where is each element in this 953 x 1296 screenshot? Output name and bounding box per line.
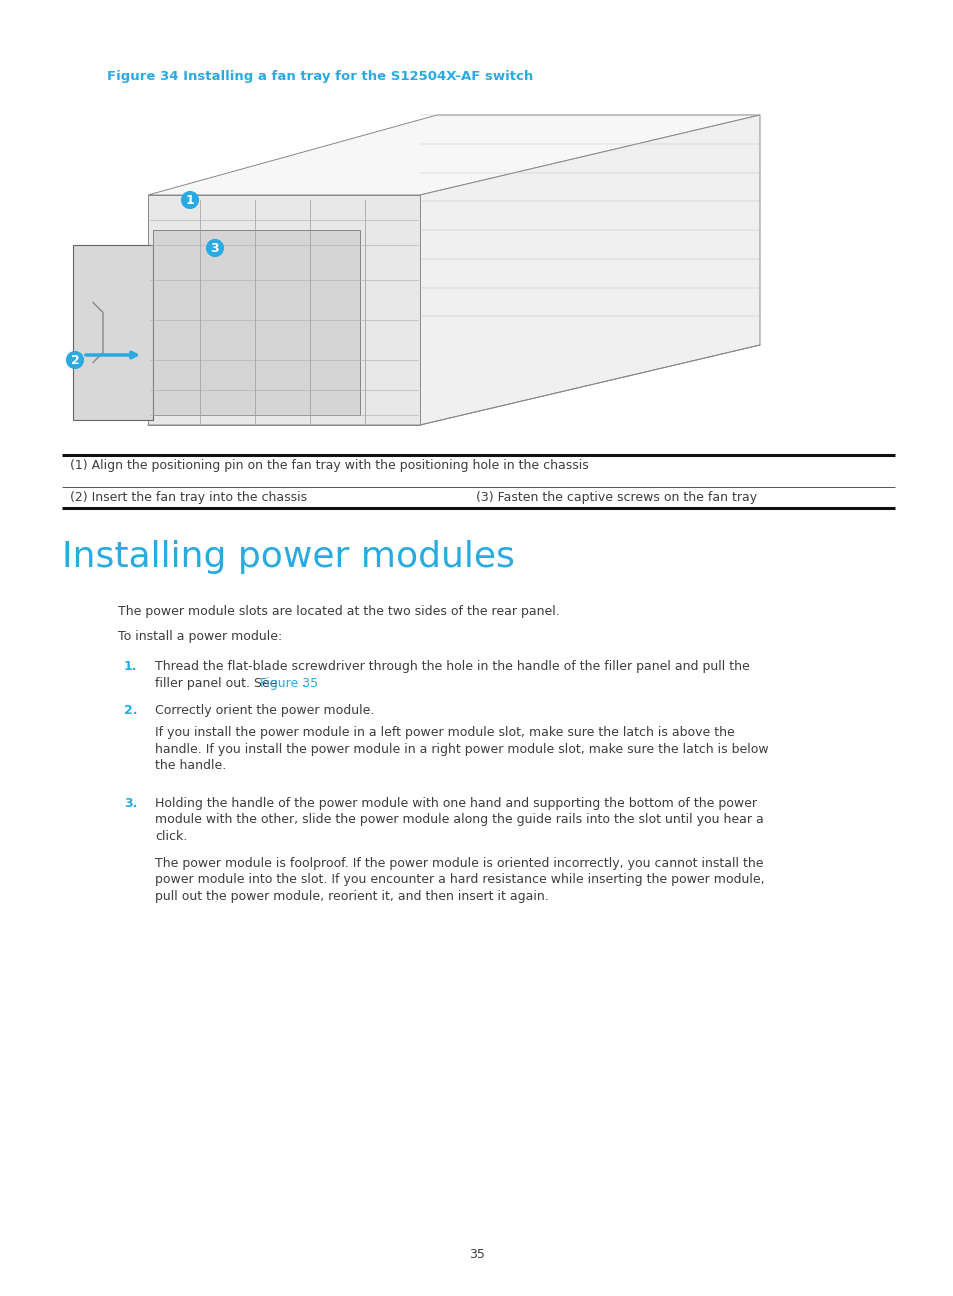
Text: Correctly orient the power module.: Correctly orient the power module. xyxy=(154,704,374,717)
Text: 3: 3 xyxy=(211,241,219,254)
Polygon shape xyxy=(419,115,760,425)
Text: 2: 2 xyxy=(71,354,79,367)
Text: 3.: 3. xyxy=(124,797,137,810)
Text: The power module slots are located at the two sides of the rear panel.: The power module slots are located at th… xyxy=(118,605,559,618)
Text: pull out the power module, reorient it, and then insert it again.: pull out the power module, reorient it, … xyxy=(154,890,548,903)
Text: click.: click. xyxy=(154,829,187,842)
Text: Figure 34 Installing a fan tray for the S12504X-AF switch: Figure 34 Installing a fan tray for the … xyxy=(107,70,533,83)
Text: filler panel out. See: filler panel out. See xyxy=(154,677,281,689)
Text: (1) Align the positioning pin on the fan tray with the positioning hole in the c: (1) Align the positioning pin on the fan… xyxy=(70,459,588,472)
Text: power module into the slot. If you encounter a hard resistance while inserting t: power module into the slot. If you encou… xyxy=(154,874,763,886)
Polygon shape xyxy=(148,115,760,194)
Polygon shape xyxy=(152,229,359,415)
Text: 1: 1 xyxy=(186,193,194,206)
Text: .: . xyxy=(302,677,306,689)
Text: the handle.: the handle. xyxy=(154,759,226,772)
Text: Installing power modules: Installing power modules xyxy=(62,540,515,574)
Text: Figure 35: Figure 35 xyxy=(260,677,317,689)
Text: 1.: 1. xyxy=(124,660,137,673)
Text: If you install the power module in a left power module slot, make sure the latch: If you install the power module in a lef… xyxy=(154,726,734,739)
Text: handle. If you install the power module in a right power module slot, make sure : handle. If you install the power module … xyxy=(154,743,768,756)
Text: module with the other, slide the power module along the guide rails into the slo: module with the other, slide the power m… xyxy=(154,814,763,827)
Text: Holding the handle of the power module with one hand and supporting the bottom o: Holding the handle of the power module w… xyxy=(154,797,757,810)
Polygon shape xyxy=(73,245,152,420)
Text: (3) Fasten the captive screws on the fan tray: (3) Fasten the captive screws on the fan… xyxy=(476,491,757,504)
Text: The power module is foolproof. If the power module is oriented incorrectly, you : The power module is foolproof. If the po… xyxy=(154,857,762,870)
Text: To install a power module:: To install a power module: xyxy=(118,630,282,643)
Polygon shape xyxy=(148,194,419,425)
Text: 35: 35 xyxy=(469,1248,484,1261)
Text: Thread the flat-blade screwdriver through the hole in the handle of the filler p: Thread the flat-blade screwdriver throug… xyxy=(154,660,749,673)
Text: 2.: 2. xyxy=(124,704,137,717)
Text: (2) Insert the fan tray into the chassis: (2) Insert the fan tray into the chassis xyxy=(70,491,307,504)
